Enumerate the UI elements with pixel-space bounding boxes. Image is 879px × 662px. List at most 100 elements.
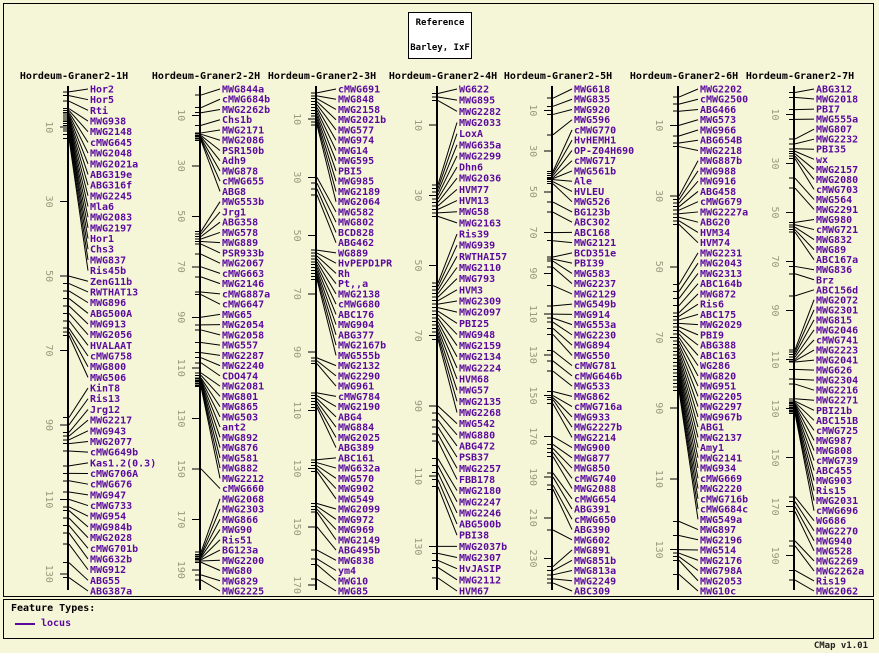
locus-label[interactable]: MWG57 — [459, 386, 489, 397]
locus-label[interactable]: RWTHAT13 — [90, 287, 138, 298]
locus-label[interactable]: HVM77 — [459, 185, 489, 196]
locus-label[interactable]: MWG2067 — [222, 259, 264, 270]
locus-label[interactable]: ABG319e — [90, 170, 132, 181]
locus-label[interactable]: Hor2 — [90, 85, 114, 96]
locus-label[interactable]: ABC309 — [574, 587, 610, 598]
locus-label[interactable]: cMWG717 — [574, 156, 616, 167]
locus-label[interactable]: ABG500b — [459, 520, 501, 531]
locus-label[interactable]: cMWG696 — [816, 506, 858, 517]
map-header[interactable]: Hordeum-Graner2-6H — [630, 71, 738, 82]
locus-label[interactable]: MWG2257 — [459, 464, 501, 475]
locus-label[interactable]: MWG902 — [338, 484, 374, 495]
locus-label[interactable]: MWG528 — [816, 546, 852, 557]
locus-label[interactable]: ABG466 — [700, 105, 736, 116]
locus-label[interactable]: MWG582 — [338, 207, 374, 218]
locus-label[interactable]: ABG458 — [700, 187, 736, 198]
locus-label[interactable]: MWG2262b — [222, 105, 270, 116]
locus-label[interactable]: MWG2157 — [816, 165, 858, 176]
locus-label[interactable]: Jrg12 — [90, 405, 120, 416]
locus-label[interactable]: MWG947 — [90, 490, 126, 501]
locus-label[interactable]: MWG2163 — [459, 218, 501, 229]
locus-label[interactable]: MWG2043 — [700, 259, 742, 270]
locus-label[interactable]: MWG577 — [338, 125, 374, 136]
locus-label[interactable]: MWG2282 — [459, 107, 501, 118]
locus-label[interactable]: ABC455 — [816, 466, 852, 477]
locus-label[interactable]: MWG832 — [816, 235, 852, 246]
locus-label[interactable]: MWG2227a — [700, 207, 748, 218]
locus-label[interactable]: MWG578 — [222, 228, 258, 239]
locus-label[interactable]: Brz — [816, 275, 834, 286]
locus-label[interactable]: MWG2135 — [459, 397, 501, 408]
locus-label[interactable]: WG622 — [459, 85, 489, 96]
locus-label[interactable]: MWG876 — [222, 443, 258, 454]
locus-label[interactable]: ABG387a — [90, 587, 132, 598]
locus-label[interactable]: PBI39 — [574, 259, 604, 270]
locus-label[interactable]: MWG2176 — [700, 556, 742, 567]
locus-label[interactable]: FBB178 — [459, 475, 495, 486]
locus-label[interactable]: cMWG2500 — [700, 95, 748, 106]
locus-label[interactable]: MWG985 — [338, 177, 374, 188]
locus-label[interactable]: MWG2180 — [459, 486, 501, 497]
locus-label[interactable]: cMWG887a — [222, 289, 270, 300]
locus-label[interactable]: MWG800 — [90, 362, 126, 373]
locus-label[interactable]: MWG635a — [459, 140, 501, 151]
locus-label[interactable]: MWG602 — [574, 535, 610, 546]
locus-label[interactable]: MWG503 — [222, 412, 258, 423]
locus-label[interactable]: MWG836 — [816, 265, 852, 276]
locus-label[interactable]: MWG933 — [574, 412, 610, 423]
locus-label[interactable]: MWG2231 — [700, 248, 742, 259]
locus-label[interactable]: cMWG654 — [574, 494, 616, 505]
locus-label[interactable]: MWG2149 — [338, 535, 380, 546]
locus-label[interactable]: MWG969 — [338, 525, 374, 536]
locus-label[interactable]: MWG2212 — [222, 474, 264, 485]
locus-label[interactable]: Ris19 — [816, 575, 846, 587]
locus-label[interactable]: HVLEU — [574, 187, 604, 198]
locus-label[interactable]: MWG988 — [700, 166, 736, 177]
locus-label[interactable]: MWG583 — [574, 269, 610, 280]
locus-label[interactable]: MWG2271 — [816, 396, 858, 407]
locus-label[interactable]: ABC161 — [338, 453, 374, 464]
locus-label[interactable]: cMWG701b — [90, 544, 138, 555]
locus-label[interactable]: MWG2307 — [459, 553, 501, 564]
locus-label[interactable]: MWG2021b — [338, 115, 386, 126]
locus-label[interactable]: ABG391 — [574, 505, 610, 516]
locus-label[interactable]: MWG549 — [338, 494, 374, 505]
locus-label[interactable]: MWG2134 — [459, 352, 501, 363]
locus-label[interactable]: cMWG649b — [90, 448, 138, 459]
locus-label[interactable]: Adh9 — [222, 156, 246, 167]
locus-label[interactable]: BCD828 — [338, 228, 374, 239]
locus-label[interactable]: cMWG721 — [816, 225, 858, 236]
locus-label[interactable]: Ale — [574, 177, 592, 188]
locus-label[interactable]: cMWG784 — [338, 392, 380, 403]
locus-label[interactable]: MWG2224 — [459, 363, 501, 374]
locus-label[interactable]: Ris45b — [90, 265, 126, 277]
locus-label[interactable]: MWG894 — [574, 341, 610, 352]
locus-label[interactable]: Chs1b — [222, 115, 252, 126]
locus-label[interactable]: MWG542 — [459, 419, 495, 430]
locus-label[interactable]: MWG2223 — [816, 346, 858, 357]
locus-label[interactable]: MWG2217 — [90, 416, 132, 427]
locus-label[interactable]: MWG10 — [338, 576, 368, 587]
locus-label[interactable]: MWG961 — [338, 382, 374, 393]
locus-label[interactable]: MWG2138 — [338, 289, 380, 300]
locus-label[interactable]: MWG2299 — [459, 151, 501, 162]
locus-label[interactable]: MWG920 — [574, 105, 610, 116]
locus-label[interactable]: cMWG650 — [574, 515, 616, 526]
locus-label[interactable]: ABG316f — [90, 181, 132, 192]
locus-label[interactable]: ABG388 — [700, 341, 736, 352]
locus-label[interactable]: ZenG11b — [90, 277, 132, 288]
locus-label[interactable]: MWG872 — [700, 289, 736, 300]
locus-label[interactable]: BG123a — [222, 546, 258, 557]
locus-label[interactable]: WG686 — [816, 516, 846, 527]
locus-label[interactable]: MWG506 — [90, 373, 126, 384]
locus-label[interactable]: cMWG716a — [574, 402, 622, 413]
locus-label[interactable]: MWG2041 — [816, 356, 858, 367]
locus-label[interactable]: MWG866 — [222, 515, 258, 526]
locus-label[interactable]: MWG2218 — [700, 146, 742, 157]
locus-label[interactable]: cMWG770 — [574, 125, 616, 136]
locus-label[interactable]: MWG2018 — [816, 95, 858, 106]
locus-label[interactable]: Rti — [90, 105, 108, 117]
locus-label[interactable]: MWG2081 — [222, 382, 264, 393]
locus-label[interactable]: ABG4 — [338, 412, 362, 423]
locus-label[interactable]: cMWG663 — [222, 269, 264, 280]
